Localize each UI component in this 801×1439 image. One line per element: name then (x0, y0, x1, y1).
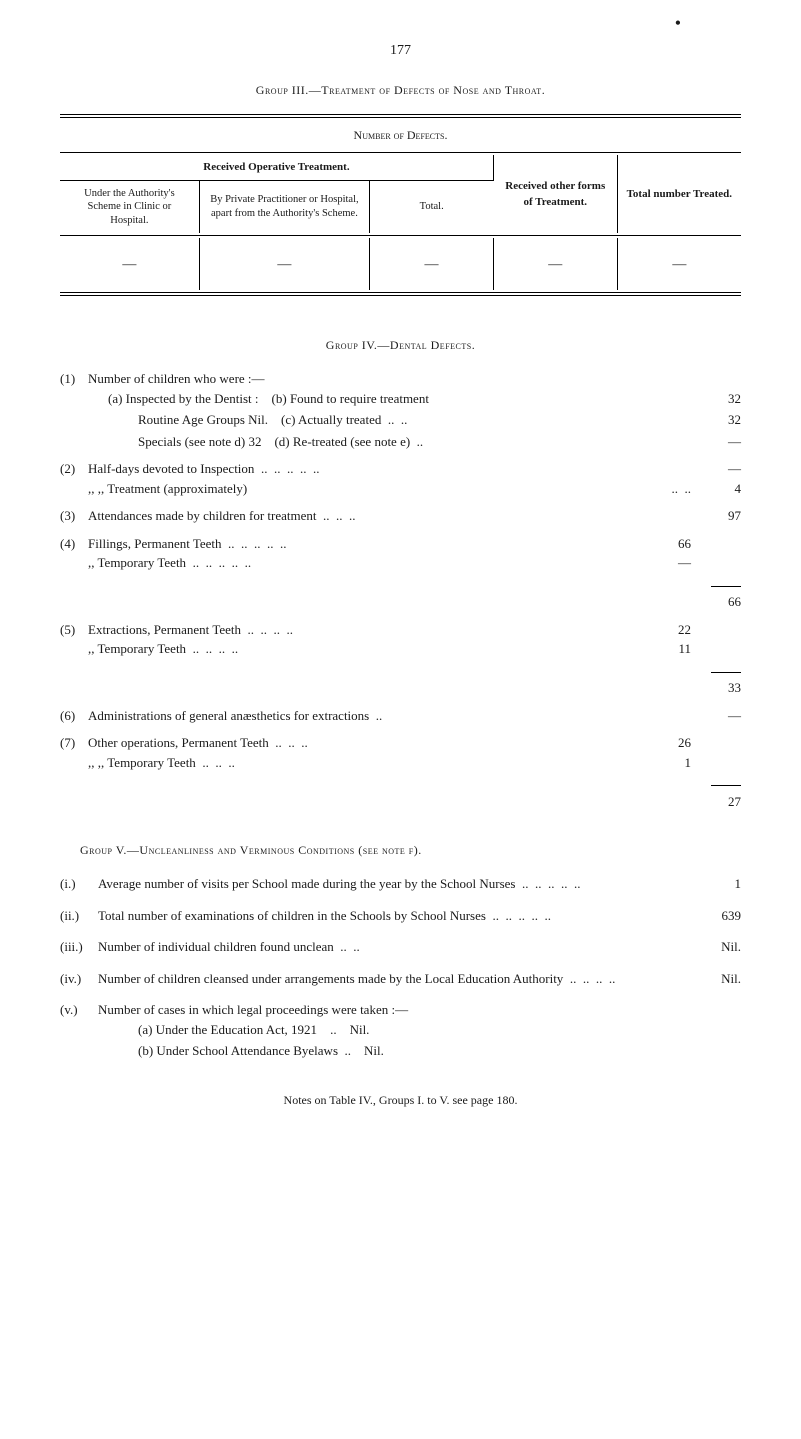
cell-4: — (493, 238, 617, 290)
gv-a-val: Nil. (350, 1022, 370, 1037)
bullet-mark: • (675, 10, 681, 37)
item1-c: (c) Actually treated (281, 412, 381, 427)
item5-l1: Extractions, Permanent Teeth (88, 622, 241, 637)
gii-num: (ii.) (60, 906, 79, 926)
gv-b-val: Nil. (364, 1043, 384, 1058)
item6-num: (6) (60, 706, 75, 726)
gi-num: (i.) (60, 874, 76, 894)
col4-header: Received other forms of Treatment. (493, 155, 617, 233)
item5-l2: ,, Temporary Teeth (88, 641, 186, 656)
item1-b-val: 32 (691, 389, 741, 409)
page-number: 177 (60, 40, 741, 61)
giii-label: Number of individual children found uncl… (98, 939, 334, 954)
item1-label: Number of children who were :— (88, 369, 741, 389)
item2-l1-val: — (691, 459, 741, 479)
col5-header: Total number Treated. (617, 155, 741, 233)
item7-l2: ,, ,, Temporary Teeth (88, 755, 196, 770)
item2-l1: Half-days devoted to Inspection (88, 461, 254, 476)
item4-num: (4) (60, 534, 75, 554)
item1-a: (a) Inspected by the Dentist : (108, 391, 259, 406)
item1-b: (b) Found to require treatment (272, 391, 429, 406)
item1-c-val: 32 (691, 410, 741, 430)
item1-specials: Specials (see note d) 32 (138, 434, 261, 449)
cell-2: — (199, 238, 369, 290)
item7-l2-val: 1 (641, 753, 691, 773)
item7-sum: 27 (728, 794, 741, 809)
cell-5: — (617, 238, 741, 290)
item2-num: (2) (60, 459, 75, 479)
item1-d: (d) Re-treated (see note e) (274, 434, 410, 449)
item3-label: Attendances made by children for treatme… (88, 508, 317, 523)
group5-list: (i.) Average number of visits per School… (60, 874, 741, 1061)
col3-header: Total. (370, 180, 494, 233)
item7-l1: Other operations, Permanent Teeth (88, 735, 269, 750)
gi-val: 1 (701, 874, 741, 894)
item4-sum: 66 (728, 594, 741, 609)
group3-title: Group III.—Treatment of Defects of Nose … (60, 81, 741, 99)
item2-l2: ,, ,, Treatment (approximately) (88, 479, 665, 499)
item1-num: (1) (60, 369, 75, 389)
cell-3: — (370, 238, 494, 290)
cell-1: — (60, 238, 199, 290)
giv-num: (iv.) (60, 969, 81, 989)
item2-l2-val: 4 (691, 479, 741, 499)
gv-label: Number of cases in which legal proceedin… (98, 1000, 741, 1020)
giii-val: Nil. (701, 937, 741, 957)
item1-routine: Routine Age Groups Nil. (138, 412, 268, 427)
gv-a: (a) Under the Education Act, 1921 (138, 1022, 317, 1037)
gv-num: (v.) (60, 1000, 78, 1020)
group4-title: Group IV.—Dental Defects. (60, 336, 741, 354)
col2-header: By Private Practitioner or Hospital, apa… (199, 180, 369, 233)
group4-list: (1) Number of children who were :— (a) I… (60, 369, 741, 811)
giv-val: Nil. (701, 969, 741, 989)
item7-num: (7) (60, 733, 75, 753)
item7-l1-val: 26 (641, 733, 691, 753)
gii-val: 639 (701, 906, 741, 926)
defects-table: Received Operative Treatment. Received o… (60, 155, 741, 290)
item3-num: (3) (60, 506, 75, 526)
item5-num: (5) (60, 620, 75, 640)
gii-label: Total number of examinations of children… (98, 908, 486, 923)
item6-val: — (691, 706, 741, 726)
item5-l1-val: 22 (641, 620, 691, 640)
gi-label: Average number of visits per School made… (98, 876, 515, 891)
giii-num: (iii.) (60, 937, 83, 957)
item4-l1: Fillings, Permanent Teeth (88, 536, 222, 551)
col1-header: Under the Authority's Scheme in Clinic o… (60, 180, 199, 233)
giv-label: Number of children cleansed under arrang… (98, 971, 563, 986)
item6-label: Administrations of general anæsthetics f… (88, 708, 369, 723)
received-operative-header: Received Operative Treatment. (60, 155, 493, 180)
table-caption: Number of Defects. (60, 126, 741, 144)
item4-l2-val: — (641, 553, 691, 573)
item4-l2: ,, Temporary Teeth (88, 555, 186, 570)
group5-title: Group V.—Uncleanliness and Verminous Con… (60, 841, 741, 859)
notes-line: Notes on Table IV., Groups I. to V. see … (60, 1091, 741, 1109)
item5-sum: 33 (728, 680, 741, 695)
gv-b: (b) Under School Attendance Byelaws (138, 1043, 338, 1058)
item1-d-val: — (691, 432, 741, 452)
item3-val: 97 (691, 506, 741, 526)
item5-l2-val: 11 (641, 639, 691, 659)
defects-table-wrap: Number of Defects. Received Operative Tr… (60, 114, 741, 296)
item4-l1-val: 66 (641, 534, 691, 554)
